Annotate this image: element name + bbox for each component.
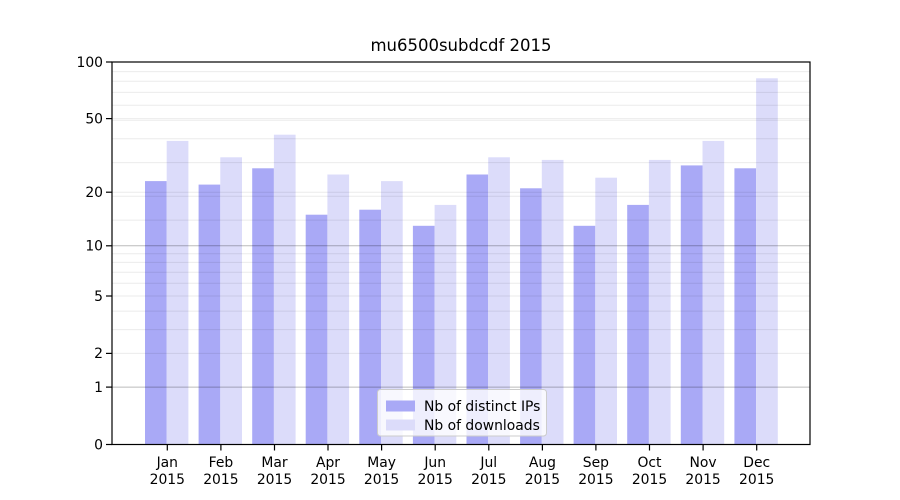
x-tick-label-month: Jun <box>423 455 446 471</box>
x-tick-label-month: Jul <box>479 455 497 471</box>
bars-layer <box>145 78 778 445</box>
x-tick-label-month: Aug <box>529 455 556 471</box>
y-tick-label: 2 <box>94 346 103 362</box>
x-tick-label-year: 2015 <box>203 472 238 488</box>
bar-distinct-ips-mar <box>252 168 274 445</box>
legend-swatch-distinct-ips <box>386 400 415 412</box>
bar-downloads-jun <box>434 204 457 445</box>
y-tick-label: 5 <box>94 289 103 305</box>
legend-swatch-downloads <box>386 419 415 431</box>
chart-title: mu6500subdcdf 2015 <box>370 36 551 55</box>
bar-distinct-ips-dec <box>734 168 757 445</box>
bar-downloads-jan <box>166 140 189 445</box>
legend: Nb of distinct IPs Nb of downloads <box>377 389 547 437</box>
bar-distinct-ips-may <box>359 209 381 445</box>
x-tick-label-year: 2015 <box>418 472 453 488</box>
bar-downloads-may <box>381 181 403 445</box>
x-tick-label-month: Dec <box>743 455 770 471</box>
x-tick-label-year: 2015 <box>310 472 345 488</box>
x-tick-label-month: Feb <box>209 455 234 471</box>
x-tick-label-month: Nov <box>690 455 717 471</box>
x-tick-label-year: 2015 <box>525 472 560 488</box>
x-tick-label-year: 2015 <box>471 472 506 488</box>
bar-distinct-ips-aug <box>520 188 542 445</box>
bar-downloads-aug <box>541 159 564 445</box>
x-tick-label-year: 2015 <box>257 472 292 488</box>
y-tick-label: 50 <box>85 111 103 127</box>
legend-box <box>377 389 547 437</box>
bar-downloads-mar <box>273 134 296 445</box>
x-tick-label-month: Apr <box>316 455 340 471</box>
y-tick-label: 10 <box>85 239 103 255</box>
bar-distinct-ips-oct <box>627 204 649 445</box>
legend-label-distinct-ips: Nb of distinct IPs <box>424 399 540 415</box>
x-tick-label-month: Mar <box>261 455 287 471</box>
x-tick-label-year: 2015 <box>739 472 774 488</box>
bar-downloads-feb <box>220 157 242 445</box>
bar-distinct-ips-sep <box>573 225 596 445</box>
y-tick-label: 20 <box>85 185 103 201</box>
x-tick-label-month: Jan <box>156 455 178 471</box>
bar-downloads-dec <box>756 78 778 445</box>
bar-downloads-sep <box>595 177 617 445</box>
bar-distinct-ips-jan <box>145 181 167 445</box>
bar-downloads-oct <box>648 159 671 445</box>
axes-layer: 0125102050100Jan2015Feb2015Mar2015Apr201… <box>76 55 811 488</box>
bar-downloads-nov <box>702 140 725 445</box>
x-tick-label-year: 2015 <box>364 472 399 488</box>
plot-frame <box>111 61 811 446</box>
bar-distinct-ips-jul <box>466 174 489 445</box>
gridlines-layer <box>112 71 810 388</box>
bar-distinct-ips-apr <box>305 214 328 445</box>
x-tick-label-year: 2015 <box>578 472 613 488</box>
bar-downloads-apr <box>327 174 350 445</box>
bar-distinct-ips-nov <box>680 165 703 445</box>
x-tick-label-month: Sep <box>583 455 609 471</box>
x-tick-label-year: 2015 <box>632 472 667 488</box>
y-tick-label: 0 <box>94 437 103 453</box>
y-tick-label: 100 <box>76 55 103 71</box>
bar-downloads-jul <box>488 157 510 445</box>
y-tick-label: 1 <box>94 380 103 396</box>
x-tick-label-year: 2015 <box>685 472 720 488</box>
legend-label-downloads: Nb of downloads <box>424 418 540 434</box>
x-tick-label-month: May <box>367 455 396 471</box>
bar-distinct-ips-feb <box>198 184 221 445</box>
x-tick-label-month: Oct <box>637 455 662 471</box>
x-tick-label-year: 2015 <box>150 472 185 488</box>
